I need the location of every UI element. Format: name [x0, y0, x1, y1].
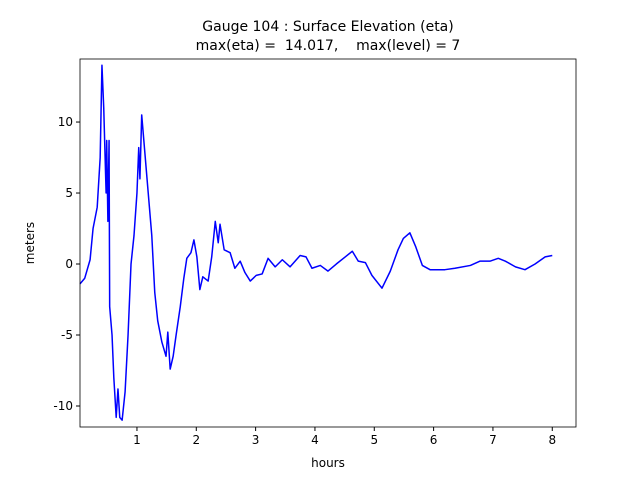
y-tick-label: 5 [65, 186, 73, 200]
x-axis-label: hours [311, 456, 345, 470]
y-tick-label: -10 [53, 399, 73, 413]
chart-subtitle: max(eta) = 14.017, max(level) = 7 [196, 38, 461, 54]
x-tick-label: 6 [430, 433, 438, 447]
y-axis-label: meters [23, 222, 37, 264]
y-tick-label: -5 [61, 328, 73, 342]
x-tick-label: 4 [311, 433, 319, 447]
chart-title: Gauge 104 : Surface Elevation (eta) [202, 19, 453, 35]
x-tick-label: 3 [252, 433, 260, 447]
x-tick-label: 7 [489, 433, 497, 447]
y-tick-label: 0 [65, 257, 73, 271]
x-tick-label: 1 [133, 433, 141, 447]
x-tick-label: 5 [370, 433, 378, 447]
x-tick-label: 2 [192, 433, 200, 447]
y-tick-label: 10 [58, 115, 73, 129]
data-line [79, 64, 553, 421]
x-tick-label: 8 [548, 433, 556, 447]
plot-frame [79, 58, 577, 428]
